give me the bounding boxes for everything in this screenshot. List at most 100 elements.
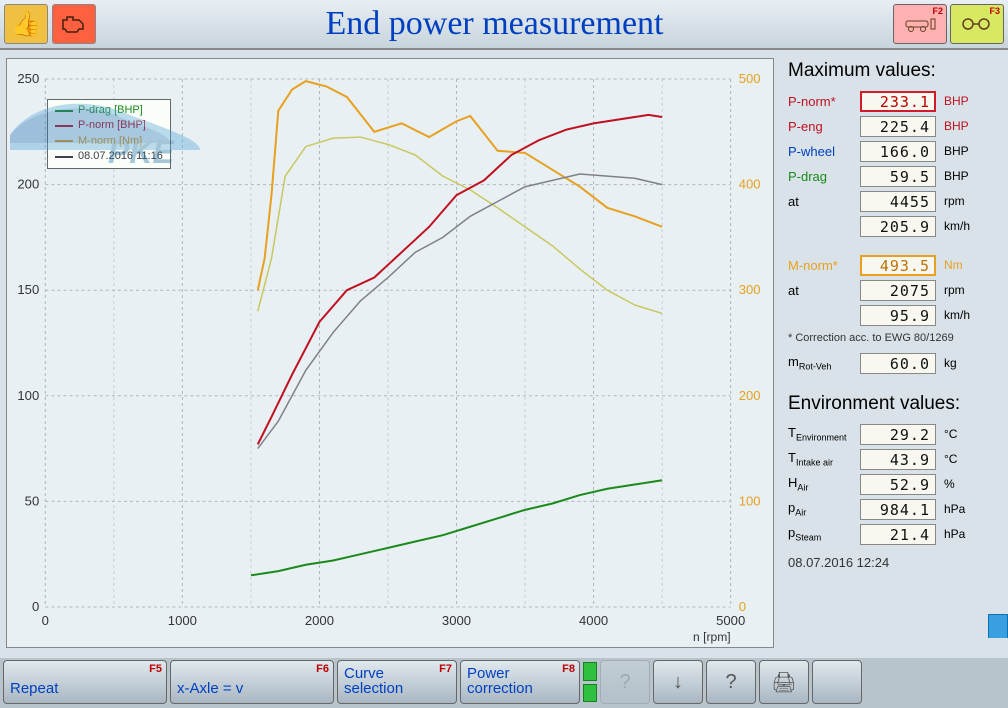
value-row: M-norm*493.5Nm [788,254,1000,276]
value-label: P-eng [788,119,860,134]
separator-bars [583,660,597,704]
svg-text:400: 400 [739,177,761,192]
svg-text:150: 150 [17,282,39,297]
value-row: P-drag59.5BHP [788,165,1000,187]
legend-row: 08.07.2016 11:16 [55,149,163,164]
value-label: M-norm* [788,258,860,273]
main: PKE 010002000300040005000050100150200250… [0,50,1008,658]
value-unit: Nm [936,258,978,272]
value-label: P-drag [788,169,860,184]
chart-panel: 0100020003000400050000501001502002500100… [6,58,774,648]
svg-text:200: 200 [17,177,39,192]
svg-text:250: 250 [17,71,39,86]
value-box: 4455 [860,191,936,212]
value-box: 233.1 [860,91,936,112]
value-unit: rpm [936,194,978,208]
value-box: 52.9 [860,474,936,495]
value-label: at [788,283,860,298]
value-unit: BHP [936,169,978,183]
value-unit: km/h [936,219,978,233]
fkey-f2[interactable]: F2 [893,4,947,44]
header: 👍 End power measurement F2F3 [0,0,1008,50]
svg-text:4000: 4000 [579,613,608,628]
side-panel: Maximum values: P-norm*233.1BHPP-eng225.… [780,50,1008,658]
chart-area: PKE 010002000300040005000050100150200250… [0,50,780,658]
value-row: pSteam21.4hPa [788,523,1000,545]
footer-down-arrow-icon[interactable]: ↓ [653,660,703,704]
footer-question-icon[interactable]: ? [706,660,756,704]
value-box: 493.5 [860,255,936,276]
value-row: 95.9km/h [788,304,1000,326]
legend-row: M-norm [Nm] [55,134,163,149]
value-unit: °C [936,452,978,466]
svg-text:0: 0 [42,613,49,628]
value-unit: BHP [936,119,978,133]
value-row: pAir984.1hPa [788,498,1000,520]
fbtn-f5[interactable]: F5Repeat [3,660,167,704]
correction-note: * Correction acc. to EWG 80/1269 [788,332,1000,344]
svg-text:5000: 5000 [716,613,745,628]
value-row: TEnvironment29.2°C [788,423,1000,445]
page-title: End power measurement [100,0,889,48]
value-row: 205.9km/h [788,215,1000,237]
value-box: 225.4 [860,116,936,137]
header-left: 👍 [0,0,100,48]
value-row: at2075rpm [788,279,1000,301]
value-unit: km/h [936,308,978,322]
value-box: 21.4 [860,524,936,545]
value-row: at4455rpm [788,190,1000,212]
svg-text:n [rpm]: n [rpm] [693,630,731,644]
svg-text:100: 100 [739,493,761,508]
footer-printer-icon[interactable]: 🖨 [759,660,809,704]
value-unit: hPa [936,527,978,541]
timestamp: 08.07.2016 12:24 [788,555,1000,570]
fbtn-f7[interactable]: F7Curveselection [337,660,457,704]
value-box: 59.5 [860,166,936,187]
value-box: 29.2 [860,424,936,445]
value-unit: kg [936,356,978,370]
value-box: 60.0 [860,353,936,374]
footer: F5RepeatF6x-Axle = vF7CurveselectionF8Po… [0,658,1008,708]
value-unit: rpm [936,283,978,297]
footer-blank-icon[interactable] [812,660,862,704]
save-icon[interactable] [988,614,1008,638]
value-box: 43.9 [860,449,936,470]
svg-text:200: 200 [739,388,761,403]
value-row: HAir52.9% [788,473,1000,495]
value-row: P-wheel166.0BHP [788,140,1000,162]
value-label: pAir [788,500,860,518]
value-unit: hPa [936,502,978,516]
value-label: TIntake air [788,450,860,468]
value-box: 2075 [860,280,936,301]
value-unit: % [936,477,978,491]
value-row: TIntake air43.9°C [788,448,1000,470]
value-unit: BHP [936,94,978,108]
svg-text:3000: 3000 [442,613,471,628]
value-label: P-norm* [788,94,860,109]
max-values-title: Maximum values: [788,60,1000,82]
value-row: P-eng225.4BHP [788,115,1000,137]
value-label: TEnvironment [788,425,860,443]
chart-legend: P-drag [BHP]P-norm [BHP]M-norm [Nm]08.07… [47,99,171,169]
svg-text:2000: 2000 [305,613,334,628]
footer-question-dim-icon[interactable]: ? [600,660,650,704]
value-box: 166.0 [860,141,936,162]
legend-row: P-drag [BHP] [55,103,163,118]
fbtn-f8[interactable]: F8Powercorrection [460,660,580,704]
thumbs-up-icon[interactable]: 👍 [4,4,48,44]
value-label: at [788,194,860,209]
fkey-f3[interactable]: F3 [950,4,1004,44]
value-box: 205.9 [860,216,936,237]
svg-text:0: 0 [739,599,746,614]
header-right: F2F3 [889,0,1008,48]
svg-text:50: 50 [25,493,40,508]
value-row: P-norm*233.1BHP [788,90,1000,112]
legend-row: P-norm [BHP] [55,118,163,133]
engine-icon[interactable] [52,4,96,44]
svg-text:300: 300 [739,282,761,297]
svg-text:0: 0 [32,599,39,614]
value-unit: °C [936,427,978,441]
svg-text:500: 500 [739,71,761,86]
env-values-title: Environment values: [788,393,1000,415]
fbtn-f6[interactable]: F6x-Axle = v [170,660,334,704]
